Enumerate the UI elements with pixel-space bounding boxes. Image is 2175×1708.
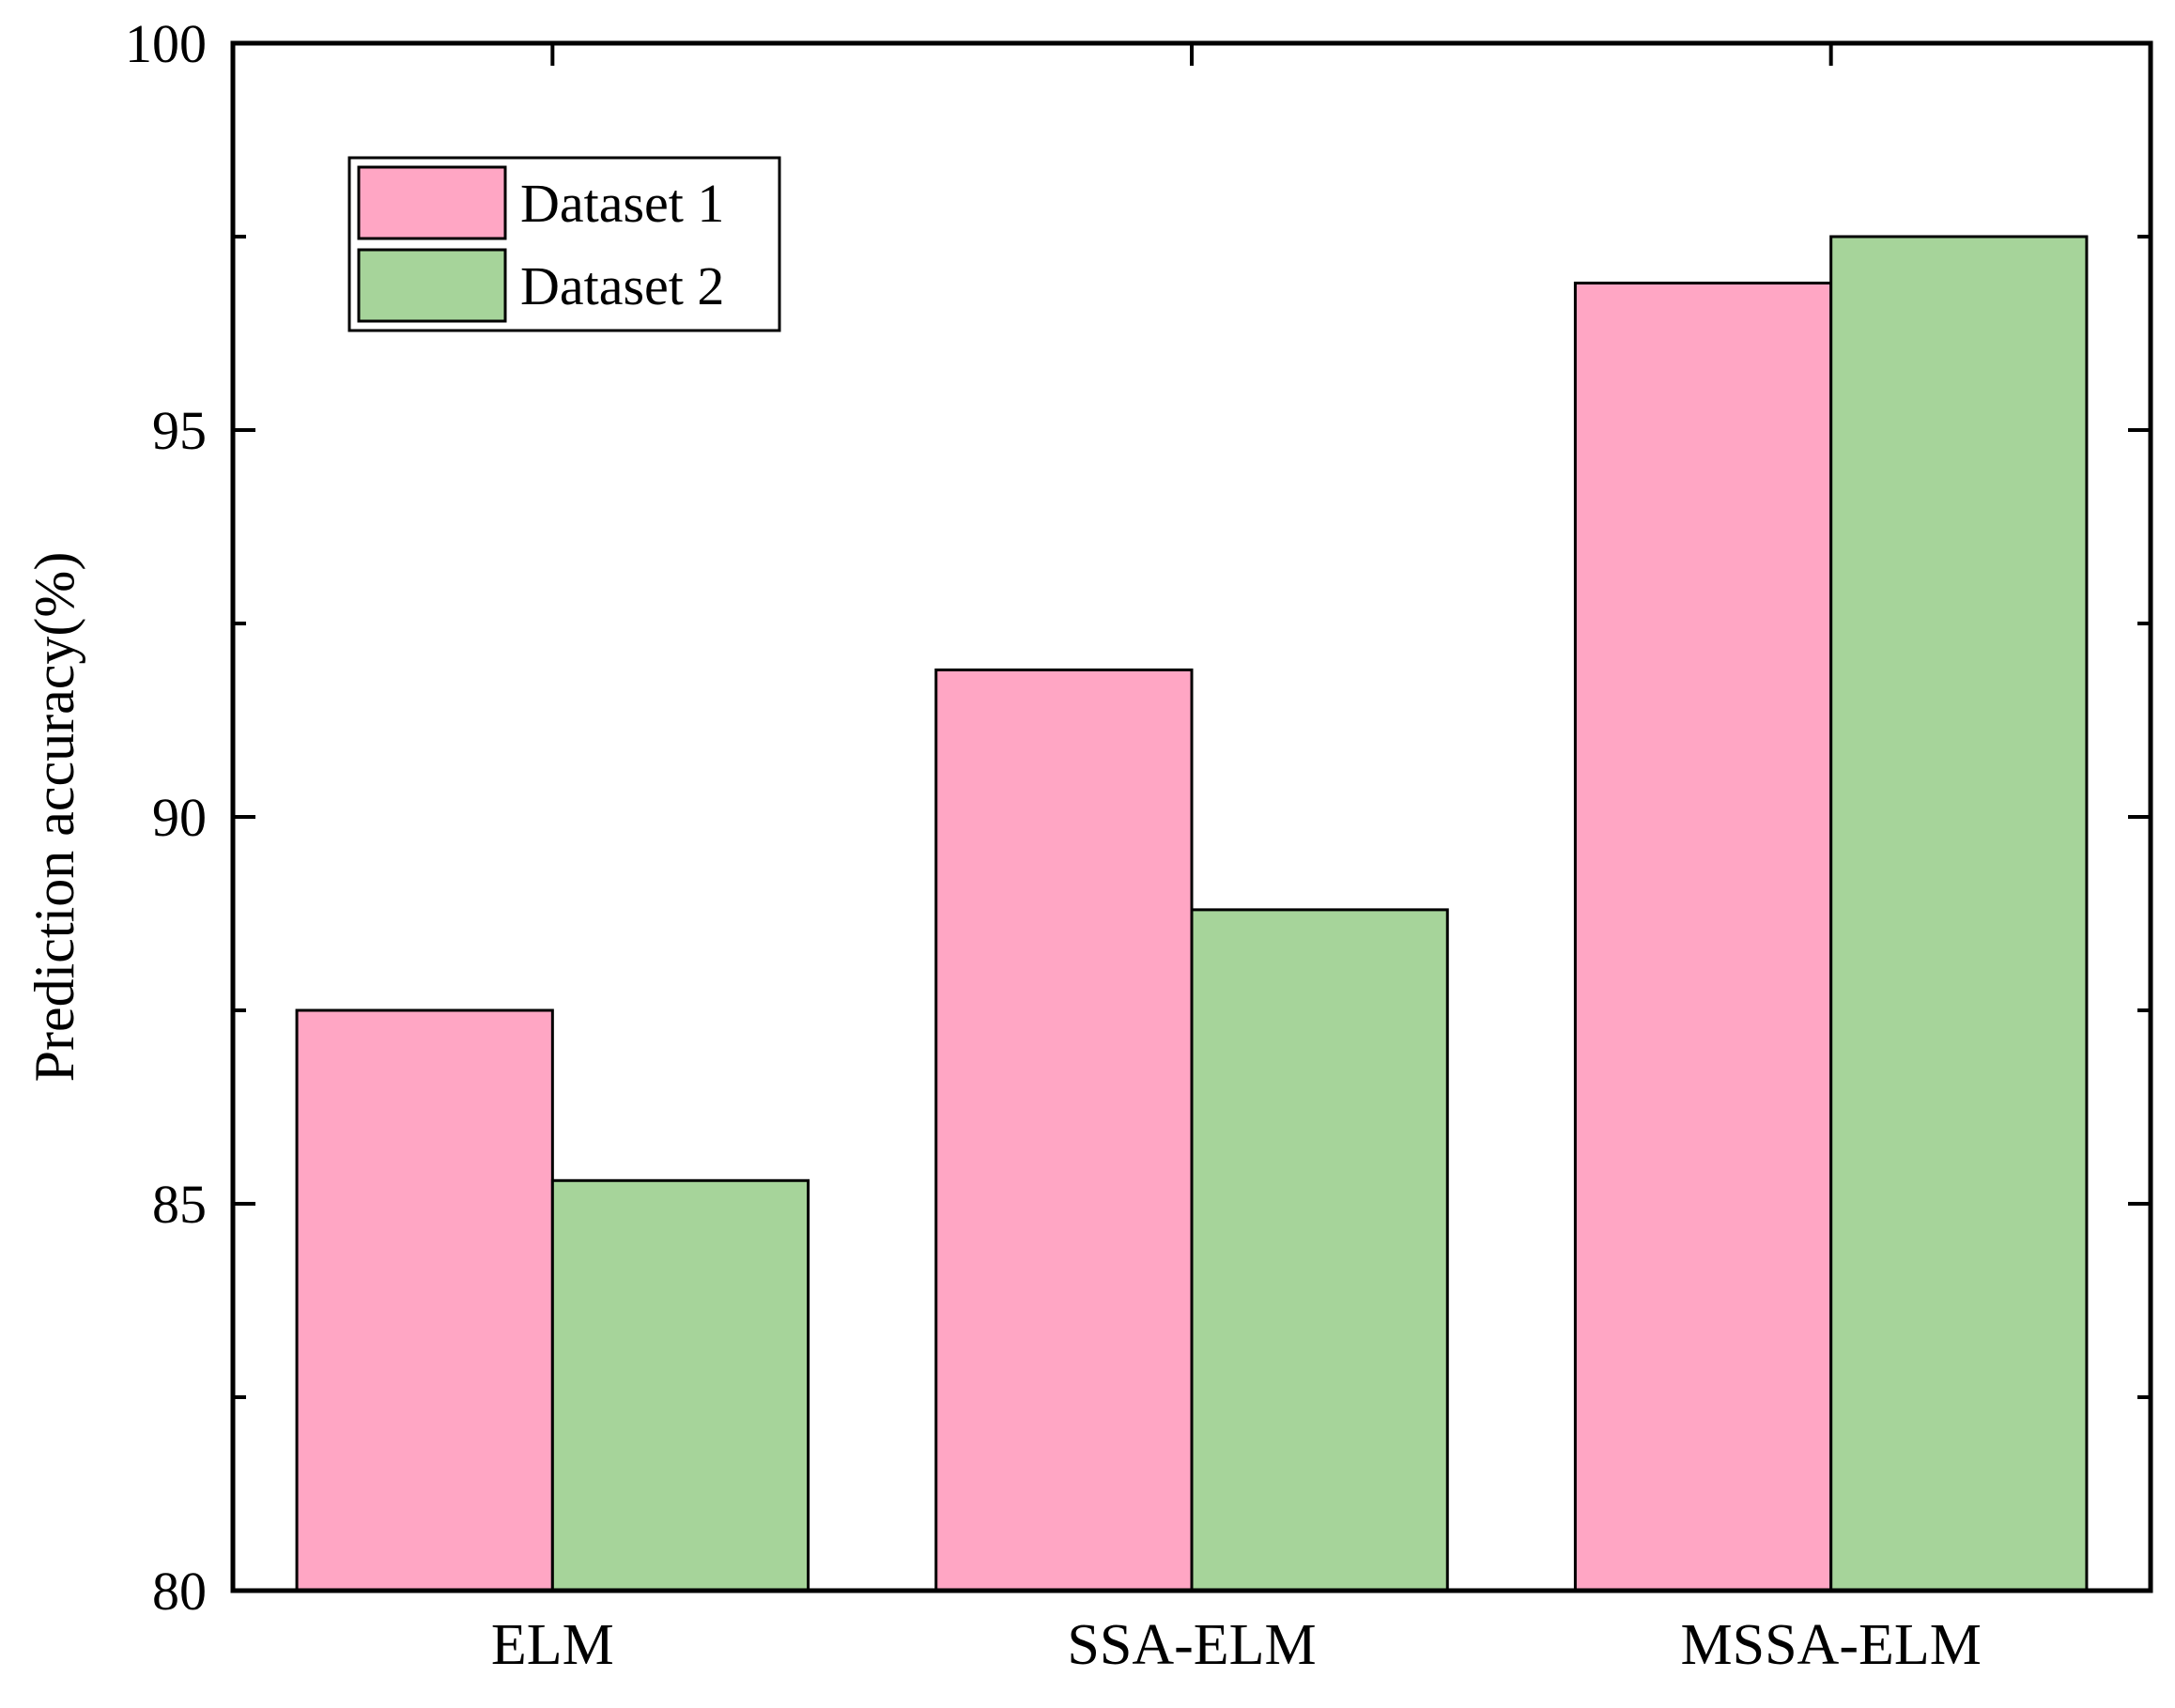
x-category-label: SSA-ELM bbox=[1067, 1613, 1316, 1677]
y-tick-label: 80 bbox=[152, 1561, 207, 1622]
legend-swatch bbox=[357, 165, 507, 240]
y-tick-label: 85 bbox=[152, 1174, 207, 1235]
y-tick-label: 90 bbox=[152, 787, 207, 848]
legend-swatch bbox=[357, 248, 507, 323]
legend: Dataset 1 Dataset 2 bbox=[347, 156, 781, 332]
bars-group bbox=[295, 235, 2089, 1593]
bar-dataset-1-mssa-elm bbox=[1573, 281, 1833, 1593]
x-category-label: ELM bbox=[491, 1613, 614, 1677]
y-axis-label: Prediction accuracy(%) bbox=[23, 552, 85, 1083]
bar-dataset-1-elm bbox=[295, 1008, 554, 1593]
tick-marks bbox=[233, 41, 2151, 1593]
y-tick-labels: 80 85 90 95 100 bbox=[125, 13, 207, 1622]
legend-label: Dataset 2 bbox=[520, 255, 724, 316]
x-category-label: MSSA-ELM bbox=[1680, 1613, 1981, 1677]
y-tick-label: 100 bbox=[125, 13, 207, 74]
legend-label: Dataset 1 bbox=[520, 173, 724, 234]
x-category-labels: ELM SSA-ELM MSSA-ELM bbox=[491, 1613, 1982, 1677]
bar-dataset-2-ssa-elm bbox=[1190, 908, 1449, 1593]
bar-dataset-2-mssa-elm bbox=[1829, 235, 2089, 1593]
y-tick-label: 95 bbox=[152, 400, 207, 461]
bar-dataset-2-elm bbox=[550, 1178, 810, 1593]
bar-dataset-1-ssa-elm bbox=[934, 668, 1194, 1593]
